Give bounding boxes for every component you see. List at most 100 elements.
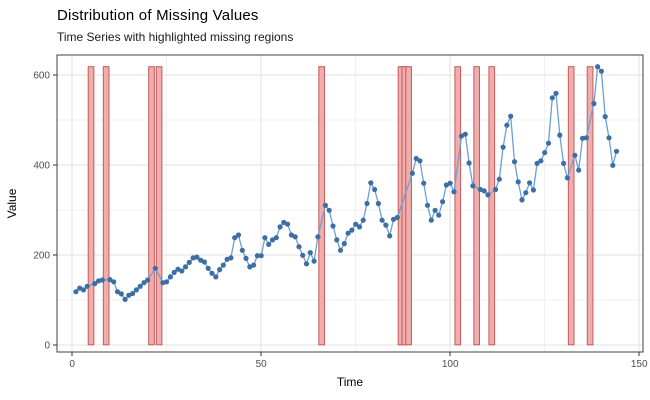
data-point [485,192,491,198]
data-point [262,235,268,241]
data-point [409,170,415,176]
data-point [84,283,90,289]
chart-title: Distribution of Missing Values [57,7,259,24]
data-point [557,132,563,138]
y-axis-tick-label: 400 [33,160,50,171]
data-point [610,162,616,168]
y-axis-tick-label: 0 [44,340,50,351]
data-point [579,135,586,141]
data-point [164,279,170,285]
data-point [137,283,143,289]
data-point [493,186,499,193]
x-axis-title: Time [337,375,364,389]
data-point [462,131,468,137]
data-point [300,252,306,258]
data-point [326,207,332,213]
data-point [383,222,389,228]
x-axis-tick-label: 100 [442,359,459,370]
data-point [549,95,555,101]
data-point [92,281,98,287]
missing-region-bar [405,66,412,346]
data-point [515,179,521,185]
data-point [273,235,279,241]
missing-region-bar [148,66,155,346]
data-point [530,187,537,193]
data-point [583,135,589,141]
data-point [217,267,223,273]
data-point [508,113,514,119]
x-axis-tick-label: 50 [256,359,268,370]
missing-region-bar [155,66,163,346]
data-point [213,274,219,280]
data-point [598,68,605,74]
data-point [432,207,438,213]
data-point [269,237,276,243]
data-point [311,258,317,264]
missing-region-bar [473,66,480,346]
data-point [349,227,355,233]
data-point [341,241,347,247]
data-point [613,148,620,154]
data-point [595,64,601,70]
data-point [145,277,151,283]
chart-subtitle: Time Series with highlighted missing reg… [57,30,294,44]
data-point [527,180,533,186]
data-point [277,224,283,230]
panel-background [57,55,643,352]
data-point [500,144,506,150]
data-point [130,290,136,297]
data-point [387,233,393,239]
data-point [504,122,510,128]
data-point [152,265,158,271]
data-point [364,200,370,207]
data-point [133,287,139,293]
data-point [107,277,113,283]
data-point [114,289,121,295]
data-point [201,259,207,265]
data-point [194,254,200,260]
data-point [523,190,529,196]
data-point [205,265,211,271]
data-point [447,180,453,186]
y-axis-tick-label: 200 [33,250,50,261]
data-point [413,155,419,162]
data-point [394,214,400,221]
x-axis-tick-label: 150 [631,359,648,370]
data-point [564,175,571,181]
data-point [179,268,185,274]
data-point [372,186,378,193]
data-point [356,224,363,230]
data-point [307,250,313,256]
data-point [167,274,173,280]
data-point [322,202,328,208]
data-point [538,158,544,164]
data-point [466,160,472,166]
data-point [451,189,457,195]
data-point [561,160,567,166]
data-point [606,135,612,141]
data-point [481,188,487,194]
data-point [182,264,189,270]
data-point [602,114,608,120]
data-point [511,159,518,165]
data-point [315,234,321,240]
data-point [345,230,351,236]
data-point [353,221,359,227]
panel-border [56,54,644,353]
data-point [545,140,552,146]
missing-region-bar [567,66,575,346]
data-point [122,296,128,302]
data-point [417,158,423,164]
data-point [576,167,582,173]
data-point [220,262,226,268]
data-point [296,244,302,250]
data-point [171,269,177,275]
data-point [368,180,374,186]
data-point [232,235,238,241]
data-point [258,253,264,259]
data-point [334,237,340,243]
data-point [534,160,540,166]
data-point [111,279,117,285]
